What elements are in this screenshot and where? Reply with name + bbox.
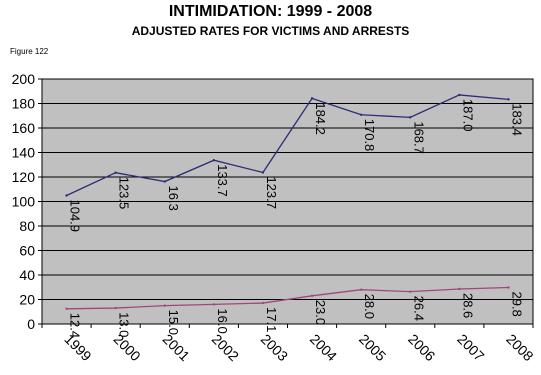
data-point: [507, 286, 510, 289]
data-point: [212, 159, 216, 162]
y-tick-label: 0: [27, 316, 35, 332]
data-point: [359, 288, 363, 291]
x-tick-label: 2002: [209, 331, 242, 364]
data-point: [359, 113, 363, 116]
data-label: 123.7: [264, 176, 279, 209]
y-tick-label: 60: [19, 243, 35, 259]
data-point: [163, 180, 166, 183]
data-point: [310, 97, 314, 100]
x-tick-label: 2007: [454, 331, 487, 364]
y-tick-label: 80: [19, 218, 35, 234]
data-point: [212, 303, 216, 306]
x-tick-label: 2001: [160, 331, 193, 364]
chart-title: INTIMIDATION: 1999 - 2008: [168, 3, 373, 20]
data-label: 28.6: [460, 293, 475, 318]
data-point: [310, 294, 314, 298]
y-tick-label: 180: [12, 96, 36, 112]
data-point: [261, 171, 265, 174]
data-label: 16.3: [166, 186, 181, 211]
data-point: [65, 194, 68, 197]
series-line-1: [66, 94, 509, 197]
data-label: 12.4: [68, 313, 83, 338]
data-label: 187.0: [460, 99, 475, 132]
data-point: [458, 287, 461, 291]
x-tick-label: 2005: [356, 331, 389, 364]
data-point: [409, 290, 412, 293]
x-tick-label: 2006: [405, 331, 438, 364]
data-label: 168.7: [411, 121, 426, 154]
y-tick-label: 40: [19, 267, 35, 283]
data-point: [65, 307, 68, 311]
x-tick-label: 2003: [258, 331, 291, 364]
data-point: [163, 304, 166, 307]
x-tick-label: 2008: [503, 331, 536, 364]
chart-subtitle: ADJUSTED RATES FOR VICTIMS AND ARRESTS: [131, 24, 410, 38]
y-tick-label: 100: [12, 194, 36, 210]
figure-label: Figure 122: [10, 47, 49, 56]
data-point: [409, 116, 412, 119]
data-label: 17.1: [264, 307, 279, 332]
data-point: [261, 301, 265, 305]
y-tick-label: 20: [19, 292, 35, 308]
data-point: [458, 93, 461, 97]
data-point: [507, 98, 510, 101]
data-label: 28.0: [362, 294, 377, 319]
data-label: 184.2: [313, 102, 328, 135]
data-label: 16.0: [215, 308, 230, 333]
series-line-2: [66, 286, 509, 310]
y-tick-label: 160: [12, 120, 36, 136]
data-point: [114, 306, 117, 310]
data-label: 123.5: [117, 177, 132, 210]
y-tick-label: 140: [12, 145, 36, 161]
y-tick-label: 120: [12, 169, 36, 185]
data-label: 23.0: [313, 300, 328, 325]
data-label: 170.8: [362, 119, 377, 152]
data-label: 13.0: [117, 312, 132, 337]
x-tick-label: 2004: [307, 331, 340, 364]
data-label: 133.7: [215, 164, 230, 197]
y-tick-label: 200: [12, 71, 36, 87]
data-label: 26.4: [411, 296, 426, 321]
data-label: 15.0: [166, 310, 181, 335]
data-label: 104.9: [68, 199, 83, 232]
data-label: 183.4: [509, 103, 524, 136]
data-label: 29.8: [509, 291, 524, 316]
data-point: [114, 171, 117, 174]
